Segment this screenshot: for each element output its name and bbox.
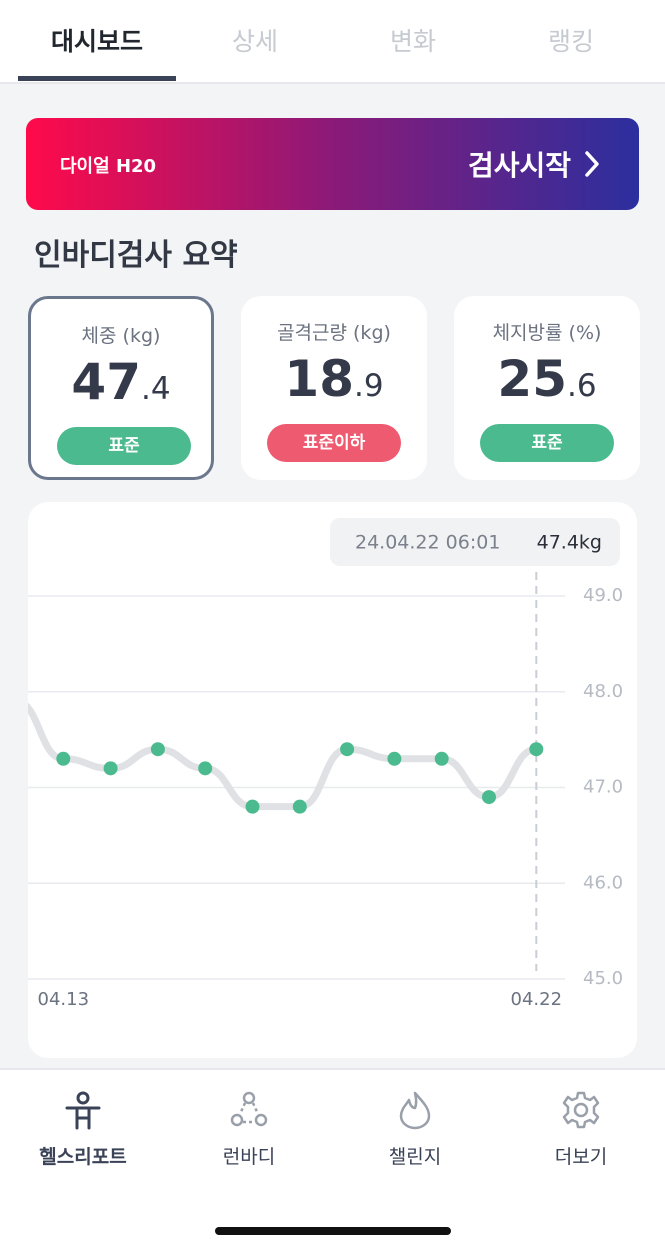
nav-item[interactable]: 헬스리포트	[0, 1090, 166, 1169]
data-point	[292, 799, 307, 814]
value-int: 47	[71, 353, 141, 411]
data-point	[482, 790, 496, 805]
card-value: 47.4	[31, 353, 211, 411]
data-point	[150, 742, 165, 757]
data-point	[103, 761, 118, 776]
tab[interactable]: 변화	[389, 27, 436, 56]
value-dec: .4	[141, 371, 171, 407]
tab[interactable]: 상세	[231, 27, 278, 56]
value-dec: .9	[354, 368, 384, 404]
y-tick-label: 47.0	[583, 777, 623, 798]
nav-icon	[399, 1091, 431, 1130]
value-int: 18	[284, 350, 354, 408]
value-dec: .6	[567, 368, 597, 404]
data-point	[56, 751, 71, 766]
nav-icon	[562, 1091, 600, 1129]
chart-card: 45.0 46.0 47.0 48.0 49.0 24.04.22 06:01 47.4kg…	[28, 502, 637, 1058]
card-label: 체중 (kg)	[81, 325, 161, 347]
data-point	[434, 751, 449, 766]
data-point	[387, 751, 402, 766]
y-tick-label: 45.0	[583, 968, 623, 989]
nav-label: 챌린지	[388, 1146, 442, 1168]
nav-item[interactable]: 더보기	[498, 1090, 664, 1169]
card-label: 골격근량 (kg)	[277, 322, 391, 344]
value-int: 25	[497, 350, 567, 408]
device-name: 다이얼 H20	[60, 156, 157, 177]
x-tick-label: 04.13	[38, 989, 90, 1010]
weight-chart: 45.0 46.0 47.0 48.0 49.0 24.04.22 06:01 47.4kg…	[28, 518, 623, 1010]
tooltip-value: 47.4kg	[537, 532, 602, 554]
start-test-label: 검사시작	[467, 149, 571, 182]
summary-card[interactable]: 체지방률 (%) 25.6 표준	[454, 296, 640, 480]
section-title: 인바디검사 요약	[34, 238, 238, 273]
data-point	[340, 742, 355, 757]
status-pill: 표준	[57, 427, 191, 465]
data-point	[198, 761, 213, 776]
tooltip-box	[330, 518, 620, 566]
y-tick-label: 46.0	[583, 872, 623, 893]
bottom-nav: 헬스리포트 런바디 챌린지 더보기	[0, 1068, 665, 1251]
nav-icon	[65, 1091, 101, 1130]
card-label: 체지방률 (%)	[492, 322, 602, 344]
nav-item[interactable]: 런바디	[166, 1090, 332, 1169]
home-indicator	[215, 1227, 451, 1235]
card-value: 18.9	[241, 350, 427, 408]
tab[interactable]: 랭킹	[547, 27, 594, 56]
status-pill: 표준이하	[267, 424, 401, 462]
summary-card[interactable]: 체중 (kg) 47.4 표준	[28, 296, 214, 480]
y-tick-label: 49.0	[583, 585, 623, 606]
nav-label: 헬스리포트	[39, 1146, 127, 1168]
tooltip-date: 24.04.22 06:01	[355, 532, 500, 554]
card-value: 25.6	[454, 350, 640, 408]
start-test-banner[interactable]: 다이얼 H20 검사시작	[26, 118, 639, 210]
x-tick-label: 04.22	[511, 989, 563, 1010]
summary-card[interactable]: 골격근량 (kg) 18.9 표준이하	[241, 296, 427, 480]
tab-bar: 대시보드 상세 변화 랭킹	[0, 0, 665, 84]
weight-line	[28, 702, 540, 811]
nav-label: 런바디	[222, 1146, 276, 1168]
tab[interactable]: 대시보드	[50, 27, 143, 56]
nav-item[interactable]: 챌린지	[332, 1090, 498, 1169]
status-pill: 표준	[480, 424, 614, 462]
data-point	[529, 742, 544, 757]
nav-icon	[230, 1091, 268, 1127]
data-point	[245, 799, 260, 814]
nav-label: 더보기	[554, 1146, 608, 1168]
tab-indicator	[18, 76, 176, 81]
y-tick-label: 48.0	[583, 681, 623, 702]
chevron-icon	[585, 151, 599, 177]
